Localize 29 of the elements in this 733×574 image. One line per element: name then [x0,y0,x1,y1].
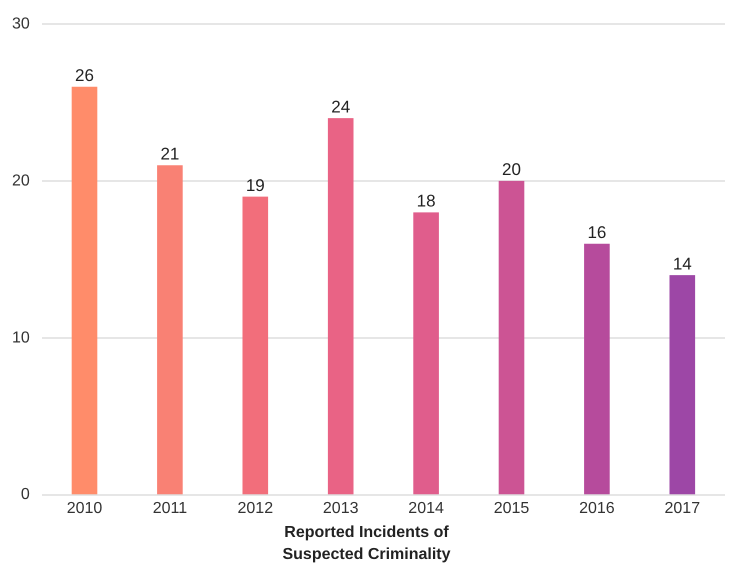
x-tick-label: 2013 [322,500,359,517]
y-tick-label: 30 [12,15,30,32]
data-label: 18 [416,192,436,211]
x-axis-title: Reported Incidents of Suspected Criminality [281,523,452,565]
bar [157,165,183,494]
bar [669,275,696,494]
x-tick-label: 2016 [579,500,615,517]
y-tick-label: 0 [20,486,30,504]
data-label: 21 [160,144,180,164]
bar [584,244,610,494]
bar [328,118,354,494]
bar [72,86,98,494]
bar [498,180,524,494]
x-tick-label: 2011 [152,500,188,517]
x-tick-label: 2017 [664,500,700,517]
bar [413,212,439,494]
data-label: 16 [587,222,606,242]
x-tick-label: 2015 [494,500,530,517]
data-label: 14 [672,254,692,274]
x-tick-label: 2014 [408,500,444,517]
x-tick-label: 2012 [238,500,274,517]
y-tick-label: 10 [12,329,30,346]
data-label: 20 [502,160,521,180]
data-label: 24 [331,97,350,116]
y-tick-label: 20 [12,172,30,190]
x-tick-label: 2010 [66,500,102,517]
data-label: 19 [246,176,265,195]
data-label: 26 [75,66,94,85]
bar [242,196,268,494]
